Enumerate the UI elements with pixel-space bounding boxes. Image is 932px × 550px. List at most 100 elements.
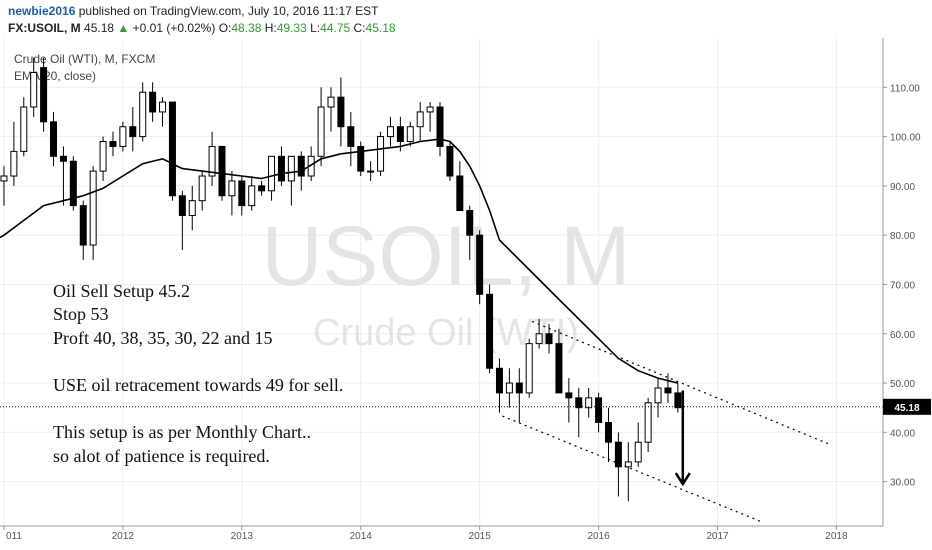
candle-22 bbox=[218, 145, 226, 197]
candle-44 bbox=[436, 106, 444, 147]
candle-25 bbox=[248, 185, 256, 207]
candle-8 bbox=[79, 205, 87, 246]
annotation-line-6: so alot of patience is required. bbox=[53, 446, 270, 466]
time-axis[interactable]: 011 2012 2013 2014 2015 2016 2017 2018 bbox=[3, 526, 848, 542]
open-label: O: bbox=[218, 21, 232, 35]
last-price: 45.18 bbox=[84, 21, 115, 35]
last-price-tag-box bbox=[883, 398, 931, 415]
price-axis[interactable]: 30.00 40.00 50.00 60.00 70.00 80.00 90.00 100.0… bbox=[883, 83, 921, 489]
candle-50 bbox=[495, 367, 503, 394]
low-value: 44.75 bbox=[320, 21, 351, 35]
candle-63 bbox=[624, 461, 632, 468]
candle-3 bbox=[30, 72, 38, 108]
y-tick-label-8: 110.00 bbox=[890, 83, 920, 94]
candle-65 bbox=[644, 402, 652, 443]
watermark-name: Crude Oil (WTI) bbox=[313, 312, 579, 354]
candle-59 bbox=[585, 397, 593, 409]
candle-20 bbox=[198, 175, 206, 202]
candle-37 bbox=[367, 170, 375, 173]
close-label: C: bbox=[353, 21, 366, 35]
candle-2 bbox=[20, 106, 28, 152]
candle-43 bbox=[426, 106, 434, 113]
low-label: L: bbox=[310, 21, 321, 35]
y-tick-label-1: 40.00 bbox=[890, 428, 915, 439]
annotation-line-1: Oil Sell Setup 45.2 bbox=[53, 281, 190, 301]
candle-47 bbox=[466, 210, 474, 236]
x-tick-label-2: 2013 bbox=[231, 531, 254, 542]
candle-68 bbox=[674, 392, 682, 409]
y-tick-label-4: 70.00 bbox=[890, 280, 915, 291]
candle-41 bbox=[406, 126, 414, 143]
ema-line bbox=[0, 138, 679, 384]
candle-27 bbox=[268, 155, 276, 192]
candle-34 bbox=[337, 96, 345, 128]
candle-58 bbox=[575, 397, 583, 409]
candle-54 bbox=[535, 333, 543, 345]
x-tick-label-0: 011 bbox=[6, 531, 22, 542]
watermark: USOIL, M Crude Oil (WTI) bbox=[262, 209, 631, 354]
candle-30 bbox=[297, 155, 305, 177]
close-value: 45.18 bbox=[365, 21, 396, 35]
x-tick-label-6: 2017 bbox=[706, 531, 729, 542]
candle-42 bbox=[416, 111, 424, 128]
arrow-head bbox=[674, 472, 691, 487]
open-value: 48.38 bbox=[231, 21, 262, 35]
candle-57 bbox=[565, 392, 573, 399]
candle-19 bbox=[188, 200, 196, 216]
candle-46 bbox=[456, 175, 464, 212]
watermark-symbol: USOIL, M bbox=[262, 209, 631, 303]
candle-1 bbox=[10, 150, 18, 177]
high-label: H: bbox=[264, 21, 277, 35]
candle-49 bbox=[486, 293, 494, 369]
annotation-line-2: Stop 53 bbox=[53, 304, 109, 324]
candle-35 bbox=[347, 126, 355, 147]
candle-33 bbox=[327, 96, 335, 108]
candle-32 bbox=[317, 106, 325, 157]
y-tick-label-6: 90.00 bbox=[890, 182, 915, 193]
up-arrow-icon: ▲ bbox=[117, 21, 130, 35]
candle-55 bbox=[545, 333, 553, 345]
candle-18 bbox=[178, 195, 186, 216]
candle-36 bbox=[357, 145, 365, 172]
candle-24 bbox=[238, 180, 246, 207]
candle-66 bbox=[654, 387, 662, 404]
last-price-tag: 45.18 bbox=[883, 398, 931, 415]
candle-7 bbox=[69, 160, 77, 207]
ema-legend: EMA(20, close) bbox=[14, 69, 96, 83]
annotation-text: Oil Sell Setup 45.2 Stop 53 Proft 40, 38… bbox=[53, 281, 343, 466]
candle-21 bbox=[208, 145, 216, 177]
chart-header: newbie2016 published on TradingView.com,… bbox=[0, 0, 932, 38]
candle-28 bbox=[277, 155, 285, 182]
price-change: +0.01 (+0.02%) bbox=[132, 21, 216, 35]
x-tick-label-1: 2012 bbox=[112, 531, 135, 542]
publish-line: newbie2016 published on TradingView.com,… bbox=[8, 4, 378, 18]
candle-14 bbox=[139, 91, 147, 138]
candle-40 bbox=[396, 126, 404, 143]
candles bbox=[0, 57, 682, 502]
candle-5 bbox=[50, 121, 58, 157]
x-tick-label-5: 2016 bbox=[587, 531, 610, 542]
annotation-line-3: Proft 40, 38, 35, 30, 22 and 15 bbox=[53, 328, 273, 348]
candle-10 bbox=[99, 141, 107, 172]
candle-61 bbox=[604, 421, 612, 443]
target-arrow bbox=[674, 390, 691, 487]
candle-38 bbox=[377, 136, 385, 172]
candle-4 bbox=[40, 67, 48, 123]
candle-9 bbox=[89, 170, 97, 246]
x-tick-label-4: 2015 bbox=[469, 531, 492, 542]
candle-48 bbox=[476, 234, 484, 295]
y-tick-label-3: 60.00 bbox=[890, 330, 915, 341]
candle-45 bbox=[446, 145, 454, 177]
candle-39 bbox=[386, 126, 394, 138]
annotation-line-4: USE oil retracement towards 49 for sell. bbox=[53, 375, 343, 395]
price-chart[interactable]: USOIL, M Crude Oil (WTI) Crude Oil (WTI)… bbox=[0, 38, 932, 550]
quote-line: FX:USOIL, M 45.18 ▲ +0.01 (+0.02%) O:48.… bbox=[8, 21, 396, 35]
y-tick-label-5: 80.00 bbox=[890, 231, 915, 242]
chart-title: Crude Oil (WTI), M, FXCM bbox=[14, 52, 155, 66]
x-tick-label-3: 2014 bbox=[350, 531, 373, 542]
candle-11 bbox=[109, 141, 117, 147]
candle-52 bbox=[515, 382, 523, 394]
candle-56 bbox=[555, 343, 563, 394]
author-link[interactable]: newbie2016 bbox=[8, 4, 76, 18]
candle-13 bbox=[129, 126, 137, 138]
